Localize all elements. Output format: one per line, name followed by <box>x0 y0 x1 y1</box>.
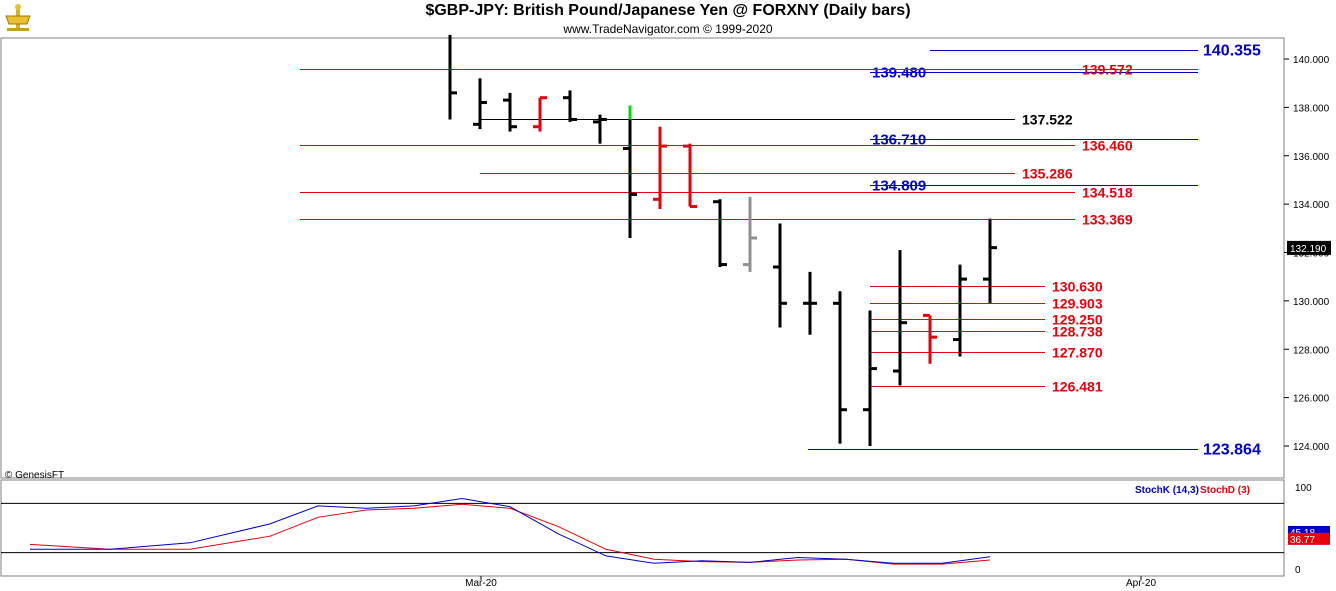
stoch-y-tick-label: 100 <box>1295 483 1312 494</box>
copyright-text: © GenesisFT <box>5 470 64 481</box>
x-tick-label: Mar-20 <box>465 578 497 589</box>
y-tick-label: 124.000 <box>1293 442 1330 453</box>
stochastic-panel <box>0 479 1285 577</box>
level-label: 127.870 <box>1052 345 1103 361</box>
level-label: 128.738 <box>1052 324 1103 340</box>
y-tick-label: 140.000 <box>1293 55 1330 66</box>
legend-label: StochD (3) <box>1200 485 1250 496</box>
y-tick-label: 134.000 <box>1293 200 1330 211</box>
stochastic-lines: StochK (14,3)StochD (3)010045.1836.77 <box>1 483 1330 576</box>
level-label: 139.572 <box>1082 62 1133 78</box>
level-label: 136.710 <box>872 132 926 149</box>
level-label: 126.481 <box>1052 379 1103 395</box>
last-price-box <box>1287 240 1331 255</box>
last-price-label: 132.190 <box>1290 244 1327 255</box>
y-tick-label: 138.000 <box>1293 103 1330 114</box>
level-label: 129.250 <box>1052 312 1103 328</box>
stoch-series-line <box>30 497 991 564</box>
chart-title: $GBP-JPY: British Pound/Japanese Yen @ F… <box>425 2 911 19</box>
stoch-y-tick-label: 0 <box>1295 565 1301 576</box>
y-tick-label: 130.000 <box>1293 297 1330 308</box>
price-bars <box>448 34 997 446</box>
level-label: 129.903 <box>1052 296 1103 312</box>
date-x-axis: Mar-20 Apr-20 <box>465 576 1156 589</box>
level-label: 133.369 <box>1082 212 1133 228</box>
level-label: 137.522 <box>1022 112 1073 128</box>
level-label: 130.630 <box>1052 279 1103 295</box>
trade-navigator-logo-icon <box>2 2 34 34</box>
level-label: 135.286 <box>1022 166 1073 182</box>
y-tick-label: 128.000 <box>1293 345 1330 356</box>
level-label: 139.480 <box>872 65 926 82</box>
level-label: 123.864 <box>1203 442 1261 459</box>
price-y-axis: 124.000126.000128.000130.000132.000134.0… <box>1284 55 1331 453</box>
x-tick-label: Apr-20 <box>1126 578 1156 589</box>
y-tick-label: 136.000 <box>1293 152 1330 163</box>
level-label: 140.355 <box>1203 43 1261 60</box>
price-panel <box>0 37 1285 479</box>
legend-label: StochK (14,3) <box>1135 485 1199 496</box>
level-label: 134.518 <box>1082 185 1133 201</box>
stoch-d-value-box <box>1288 532 1330 545</box>
level-label: 136.460 <box>1082 138 1133 154</box>
y-tick-label: 126.000 <box>1293 394 1330 405</box>
stoch-d-value: 36.77 <box>1290 535 1315 546</box>
chart-subtitle: www.TradeNavigator.com © 1999-2020 <box>563 22 773 36</box>
level-label: 134.809 <box>872 178 926 195</box>
